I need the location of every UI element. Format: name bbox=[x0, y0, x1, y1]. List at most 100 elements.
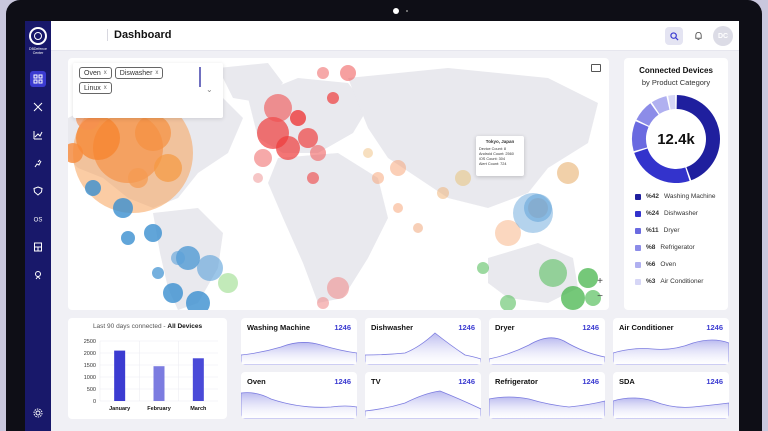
device-bubble[interactable] bbox=[307, 172, 319, 184]
donut-slice[interactable] bbox=[634, 148, 690, 183]
sidebar-item-location[interactable] bbox=[30, 267, 46, 283]
device-bubble[interactable] bbox=[171, 251, 185, 265]
device-bubble[interactable] bbox=[557, 162, 579, 184]
device-bubble[interactable] bbox=[585, 290, 601, 306]
device-bubble[interactable] bbox=[495, 220, 521, 246]
donut-slice[interactable] bbox=[668, 95, 676, 110]
device-bubble[interactable] bbox=[68, 143, 83, 163]
sidebar-item-os[interactable]: OS bbox=[30, 211, 46, 227]
close-icon[interactable]: x bbox=[155, 70, 159, 76]
device-bubble[interactable] bbox=[327, 277, 349, 299]
device-bubble[interactable] bbox=[163, 283, 183, 303]
device-bubble[interactable] bbox=[128, 168, 148, 188]
device-bubble[interactable] bbox=[144, 224, 162, 242]
device-bubble[interactable] bbox=[500, 295, 516, 310]
legend-percent: %11 bbox=[646, 227, 659, 234]
donut-slice[interactable] bbox=[676, 95, 720, 181]
device-bubble[interactable] bbox=[154, 154, 182, 182]
device-bubble[interactable] bbox=[317, 67, 329, 79]
device-bubble[interactable] bbox=[152, 267, 164, 279]
settings-button[interactable] bbox=[30, 405, 46, 421]
tooltip-line: Android Count: 2560 bbox=[479, 152, 514, 156]
device-category-card[interactable]: TV 1246 bbox=[365, 372, 481, 419]
bar[interactable] bbox=[153, 366, 165, 401]
donut-slice[interactable] bbox=[651, 96, 670, 114]
filter-chip-oven[interactable]: Oven x bbox=[79, 67, 112, 79]
filter-panel: Oven x Diswasher x Linux x ⌄ bbox=[73, 63, 223, 118]
legend-label: Oven bbox=[660, 261, 676, 268]
device-bubble[interactable] bbox=[276, 136, 300, 160]
device-category-card[interactable]: Dryer 1246 bbox=[489, 318, 605, 365]
legend-swatch bbox=[635, 244, 641, 251]
device-bubble[interactable] bbox=[363, 148, 373, 158]
close-icon[interactable]: x bbox=[103, 70, 107, 76]
sidebar-item-security[interactable] bbox=[30, 183, 46, 199]
device-bubble[interactable] bbox=[85, 180, 101, 196]
legend-item: %42 Washing Machine bbox=[635, 193, 728, 200]
trend-icon bbox=[33, 131, 43, 140]
device-bubble[interactable] bbox=[561, 286, 585, 310]
device-bubble[interactable] bbox=[176, 246, 200, 270]
device-bubble[interactable] bbox=[372, 172, 384, 184]
device-category-card[interactable]: Air Conditioner 1246 bbox=[613, 318, 729, 365]
device-bubble[interactable] bbox=[264, 94, 292, 122]
device-bubble[interactable] bbox=[455, 170, 471, 186]
donut-slice[interactable] bbox=[636, 103, 659, 126]
device-category-card[interactable]: Dishwasher 1246 bbox=[365, 318, 481, 365]
sidebar-item-tools[interactable] bbox=[30, 99, 46, 115]
device-bubble[interactable] bbox=[113, 198, 133, 218]
zoom-in-button[interactable]: + bbox=[597, 276, 603, 287]
device-bubble[interactable] bbox=[253, 173, 263, 183]
device-category-card[interactable]: Refrigerator 1246 bbox=[489, 372, 605, 419]
filter-chip-diswasher[interactable]: Diswasher x bbox=[114, 67, 164, 79]
device-bubble[interactable] bbox=[578, 268, 598, 288]
sidebar-item-analytics[interactable] bbox=[30, 127, 46, 143]
device-bubble[interactable] bbox=[135, 115, 171, 151]
sidebar-item-devices[interactable] bbox=[30, 239, 46, 255]
device-bubble[interactable] bbox=[539, 259, 567, 287]
zoom-controls: + − bbox=[597, 276, 603, 302]
device-bubble[interactable] bbox=[298, 128, 318, 148]
device-bubble[interactable] bbox=[218, 273, 238, 293]
notifications-button[interactable] bbox=[691, 27, 705, 45]
device-bubble[interactable] bbox=[524, 194, 552, 222]
device-bubble[interactable] bbox=[327, 92, 339, 104]
device-bubble[interactable] bbox=[186, 291, 210, 310]
sidebar-item-dashboard[interactable] bbox=[30, 71, 46, 87]
bar[interactable] bbox=[114, 350, 126, 401]
legend-label: Air Conditioner bbox=[660, 278, 704, 285]
device-bubble[interactable] bbox=[477, 262, 489, 274]
expand-icon[interactable] bbox=[591, 64, 601, 72]
device-category-card[interactable]: Washing Machine 1246 bbox=[241, 318, 357, 365]
filter-chip-linux[interactable]: Linux x bbox=[79, 82, 112, 94]
chip-label: Linux bbox=[84, 84, 101, 92]
bar[interactable] bbox=[192, 358, 204, 401]
device-bubble[interactable] bbox=[310, 145, 326, 161]
sidebar-item-running[interactable] bbox=[30, 155, 46, 171]
x-tick-label: January bbox=[109, 406, 131, 412]
device-bubble[interactable] bbox=[197, 255, 223, 281]
search-button[interactable] bbox=[665, 27, 683, 45]
device-bubble[interactable] bbox=[254, 149, 272, 167]
zoom-out-button[interactable]: − bbox=[597, 291, 603, 302]
device-bubble[interactable] bbox=[437, 187, 449, 199]
device-bubble[interactable] bbox=[413, 223, 423, 233]
avatar[interactable]: DC bbox=[713, 26, 733, 46]
device-category-card[interactable]: SDA 1246 bbox=[613, 372, 729, 419]
logo-text: DBDefence Center bbox=[29, 47, 47, 55]
donut-slice[interactable] bbox=[632, 121, 649, 152]
legend-percent: %24 bbox=[646, 210, 660, 217]
chevron-down-icon[interactable]: ⌄ bbox=[206, 85, 213, 94]
device-bubble[interactable] bbox=[121, 231, 135, 245]
world-map[interactable] bbox=[68, 58, 609, 310]
device-bubble[interactable] bbox=[290, 110, 306, 126]
filter-scrollbar[interactable] bbox=[199, 67, 201, 87]
device-category-card[interactable]: Oven 1246 bbox=[241, 372, 357, 419]
sparkline bbox=[613, 397, 729, 419]
close-icon[interactable]: x bbox=[103, 85, 107, 91]
device-bubble[interactable] bbox=[390, 160, 406, 176]
bar-chart: 0 500 1000 1500 2000 2500 January February March bbox=[84, 339, 218, 412]
device-bubble[interactable] bbox=[393, 203, 403, 213]
device-bubble[interactable] bbox=[317, 297, 329, 309]
device-bubble[interactable] bbox=[340, 65, 356, 81]
